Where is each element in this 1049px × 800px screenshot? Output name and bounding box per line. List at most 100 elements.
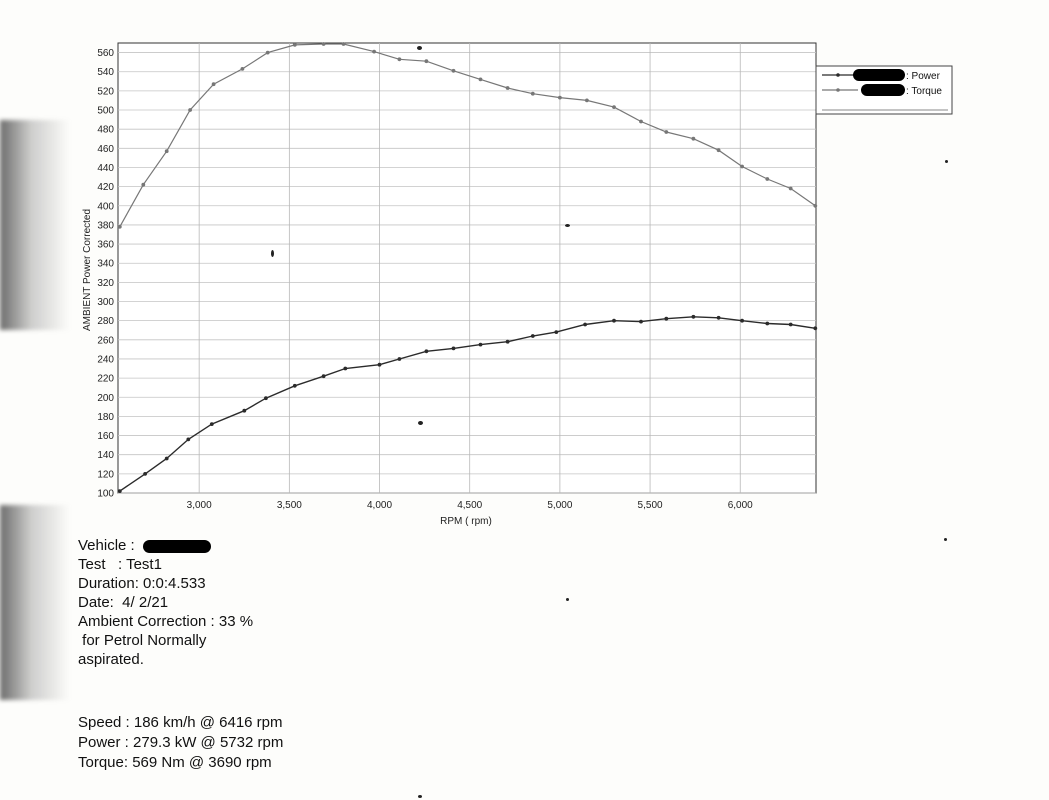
power-point <box>343 366 348 371</box>
y-tick-label: 420 <box>97 182 114 193</box>
y-tick-label: 480 <box>97 125 114 136</box>
torque-point <box>292 43 297 47</box>
scan-speck <box>417 46 422 50</box>
torque-point <box>505 86 510 90</box>
y-tick-label: 540 <box>97 67 114 78</box>
torque-point <box>639 119 643 124</box>
speed-stat: Speed : 186 km/h @ 6416 rpm <box>78 714 283 731</box>
y-tick-label: 500 <box>97 106 114 117</box>
series-line-power <box>119 316 816 492</box>
x-tick-label: 3,500 <box>277 500 302 511</box>
power-point <box>424 349 429 354</box>
power-point <box>716 315 721 320</box>
y-tick-label: 160 <box>97 431 114 442</box>
y-tick-label: 240 <box>97 354 114 365</box>
power-point <box>143 472 148 476</box>
x-axis-label: RPM ( rpm) <box>440 516 492 527</box>
scan-speck <box>271 250 274 257</box>
scan-speck <box>418 421 423 425</box>
y-tick-label: 140 <box>97 450 114 461</box>
power-point <box>292 383 297 388</box>
scan-speck <box>945 160 948 163</box>
torque-point <box>585 98 589 103</box>
torque-point <box>424 59 429 64</box>
torque-point <box>788 186 793 191</box>
y-tick-label: 560 <box>97 48 114 59</box>
y-axis-label: AMBIENT Power Corrected <box>82 209 93 331</box>
power-point <box>788 322 793 327</box>
power-point <box>740 318 744 323</box>
y-tick-label: 100 <box>97 489 114 500</box>
peak-stats: Speed : 186 km/h @ 6416 rpm Power : 279.… <box>78 713 283 773</box>
power-point <box>691 314 696 319</box>
torque-point <box>240 67 245 71</box>
ambient-correction-line: Ambient Correction : 33 % <box>78 613 254 630</box>
scan-speck <box>418 795 422 798</box>
torque-point <box>397 57 402 62</box>
legend-box: : Power : Torque <box>815 65 953 115</box>
scan-speck <box>944 538 947 541</box>
y-tick-label: 380 <box>97 220 114 231</box>
vehicle-label: Vehicle : <box>78 537 139 554</box>
torque-point <box>765 177 770 181</box>
torque-point <box>691 136 696 141</box>
x-tick-label: 6,000 <box>728 500 753 511</box>
dyno-chart: 100 120 140 160 180 200 220 240 260 280 300 320 340 3… <box>82 42 953 527</box>
legend-power-redaction <box>853 69 905 81</box>
scan-speck <box>565 224 570 227</box>
torque-point <box>188 108 193 112</box>
y-tick-label: 320 <box>97 278 114 289</box>
y-tick-label: 260 <box>97 335 114 346</box>
power-point <box>664 316 669 321</box>
torque-point <box>478 77 483 82</box>
torque-point <box>164 149 169 154</box>
power-point <box>554 330 559 334</box>
scan-shadow-bottom <box>0 505 70 700</box>
y-tick-label: 180 <box>97 412 114 423</box>
y-tick-label: 440 <box>97 163 114 174</box>
duration-line: Duration: 0:0:4.533 <box>78 575 206 592</box>
torque-point <box>740 164 744 169</box>
test-line: Test : Test1 <box>78 556 162 573</box>
power-point <box>397 357 402 361</box>
scan-shadow-top <box>0 120 70 330</box>
y-tick-label: 280 <box>97 316 114 327</box>
torque-point <box>141 182 146 187</box>
power-point <box>505 339 510 344</box>
chart-series <box>117 42 818 493</box>
y-tick-label: 460 <box>97 144 114 155</box>
legend-torque-redaction <box>861 84 905 96</box>
torque-point <box>341 42 346 46</box>
power-point <box>813 326 818 331</box>
power-point <box>639 319 643 324</box>
power-point <box>612 318 616 323</box>
x-tick-label: 5,500 <box>638 500 663 511</box>
torque-point <box>451 68 456 73</box>
x-tick-label: 5,000 <box>547 500 572 511</box>
torque-point <box>612 105 616 109</box>
torque-point <box>558 95 562 100</box>
legend-torque-label: : Torque <box>906 86 942 97</box>
torque-point <box>265 50 270 55</box>
x-tick-label: 4,500 <box>457 500 482 511</box>
torque-point <box>117 224 122 229</box>
power-stat: Power : 279.3 kW @ 5732 rpm <box>78 734 284 751</box>
torque-point <box>530 91 535 96</box>
power-point <box>117 489 122 493</box>
fuel-line-1: for Petrol Normally <box>78 632 207 649</box>
plot-area <box>117 42 817 494</box>
y-tick-label: 400 <box>97 201 114 212</box>
scan-speck <box>566 598 569 601</box>
run-info: Vehicle : Test : Test1 Duration: 0:0:4.5… <box>78 536 253 669</box>
y-tick-label: 200 <box>97 393 114 404</box>
power-point <box>377 362 382 367</box>
x-tick-label: 4,000 <box>367 500 392 511</box>
series-line-torque <box>119 43 816 228</box>
y-tick-label: 220 <box>97 374 114 385</box>
power-point <box>164 456 169 461</box>
power-point <box>583 322 587 327</box>
legend-power-label: : Power <box>906 71 941 82</box>
vehicle-redaction <box>142 539 211 553</box>
torque-point <box>211 82 216 87</box>
y-tick-label: 520 <box>97 86 114 97</box>
